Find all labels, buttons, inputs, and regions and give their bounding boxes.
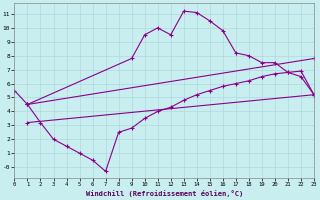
X-axis label: Windchill (Refroidissement éolien,°C): Windchill (Refroidissement éolien,°C) [85, 190, 243, 197]
